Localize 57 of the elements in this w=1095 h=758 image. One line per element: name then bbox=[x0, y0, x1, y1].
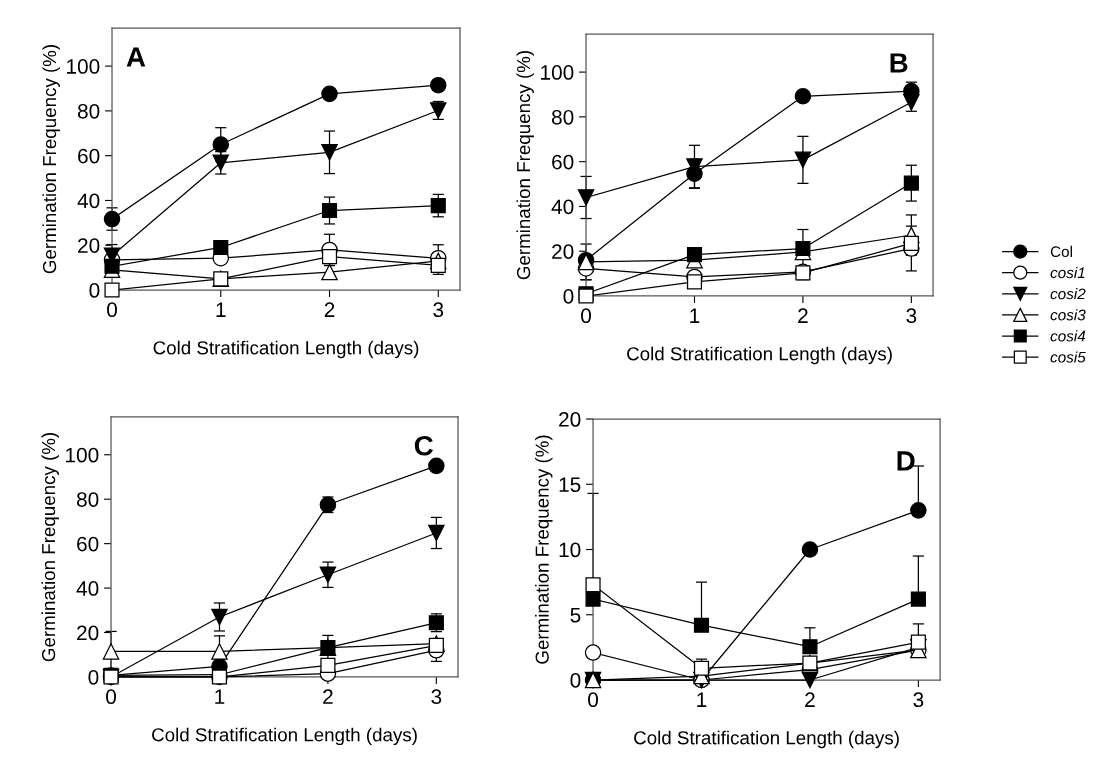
y-axis-title: Germination Frequency (%) bbox=[41, 432, 59, 662]
x-axis-title: Cold Stratification Length (days) bbox=[153, 340, 419, 359]
x-tick-label: 1 bbox=[215, 689, 225, 704]
x-tick-label: 2 bbox=[805, 692, 815, 707]
legend-label: cosi5 bbox=[1050, 351, 1086, 363]
y-tick-label: 100 bbox=[66, 447, 99, 463]
x-tick-label: 0 bbox=[588, 692, 599, 708]
x-tick-label: 2 bbox=[798, 308, 808, 323]
y-tick-label: 0 bbox=[89, 283, 100, 298]
x-tick-label: 0 bbox=[581, 308, 592, 324]
y-tick-label: 100 bbox=[67, 59, 100, 74]
y-tick-label: 0 bbox=[88, 669, 99, 685]
y-tick-label: 40 bbox=[77, 193, 100, 209]
legend-label: cosi2 bbox=[1050, 288, 1086, 300]
x-tick-label: 1 bbox=[697, 692, 707, 707]
y-tick-label: 60 bbox=[552, 154, 574, 170]
x-tick-label: 3 bbox=[906, 308, 917, 324]
y-tick-label: 40 bbox=[551, 199, 574, 215]
x-tick-label: 0 bbox=[107, 302, 117, 318]
legend-label: cosi4 bbox=[1050, 330, 1086, 342]
annotation: D bbox=[897, 451, 915, 471]
y-tick-label: 15 bbox=[559, 477, 581, 493]
x-tick-label: 1 bbox=[690, 308, 700, 323]
y-tick-label: 0 bbox=[570, 673, 581, 688]
x-axis-title: Cold Stratification Length (days) bbox=[634, 730, 899, 749]
annotation: C bbox=[414, 435, 433, 456]
annotation: A bbox=[126, 47, 146, 67]
x-tick-label: 1 bbox=[216, 302, 226, 317]
y-tick-label: 100 bbox=[541, 65, 574, 80]
y-tick-label: 20 bbox=[78, 238, 100, 253]
legend-label: cosi1 bbox=[1050, 266, 1085, 279]
y-tick-label: 60 bbox=[77, 536, 99, 552]
y-tick-label: 20 bbox=[552, 244, 574, 259]
y-axis-title: Germination Frequency (%) bbox=[42, 45, 60, 274]
y-tick-label: 80 bbox=[76, 492, 99, 507]
x-tick-label: 3 bbox=[431, 689, 442, 705]
legend-label: cosi3 bbox=[1050, 309, 1086, 321]
y-tick-label: 10 bbox=[559, 542, 581, 558]
y-tick-label: 0 bbox=[563, 289, 574, 304]
y-tick-label: 5 bbox=[570, 607, 581, 623]
y-tick-label: 80 bbox=[77, 103, 100, 119]
y-axis-title: Germination Frequency (%) bbox=[516, 51, 534, 280]
y-axis-title: Germination Frequency (%) bbox=[535, 435, 553, 664]
x-tick-label: 2 bbox=[323, 689, 333, 704]
x-axis-title: Cold Stratification Length (days) bbox=[627, 346, 892, 365]
x-tick-label: 0 bbox=[106, 689, 117, 705]
y-tick-label: 80 bbox=[551, 109, 574, 125]
y-tick-label: 40 bbox=[76, 581, 99, 596]
x-tick-label: 2 bbox=[324, 302, 335, 317]
x-axis-title: Cold Stratification Length (days) bbox=[152, 727, 417, 746]
y-tick-label: 20 bbox=[559, 412, 581, 427]
annotation: B bbox=[890, 53, 908, 73]
x-tick-label: 3 bbox=[433, 302, 444, 318]
legend-label: Col bbox=[1050, 245, 1072, 258]
x-tick-label: 3 bbox=[913, 692, 924, 708]
y-tick-label: 60 bbox=[78, 148, 100, 164]
y-tick-label: 20 bbox=[77, 625, 99, 641]
